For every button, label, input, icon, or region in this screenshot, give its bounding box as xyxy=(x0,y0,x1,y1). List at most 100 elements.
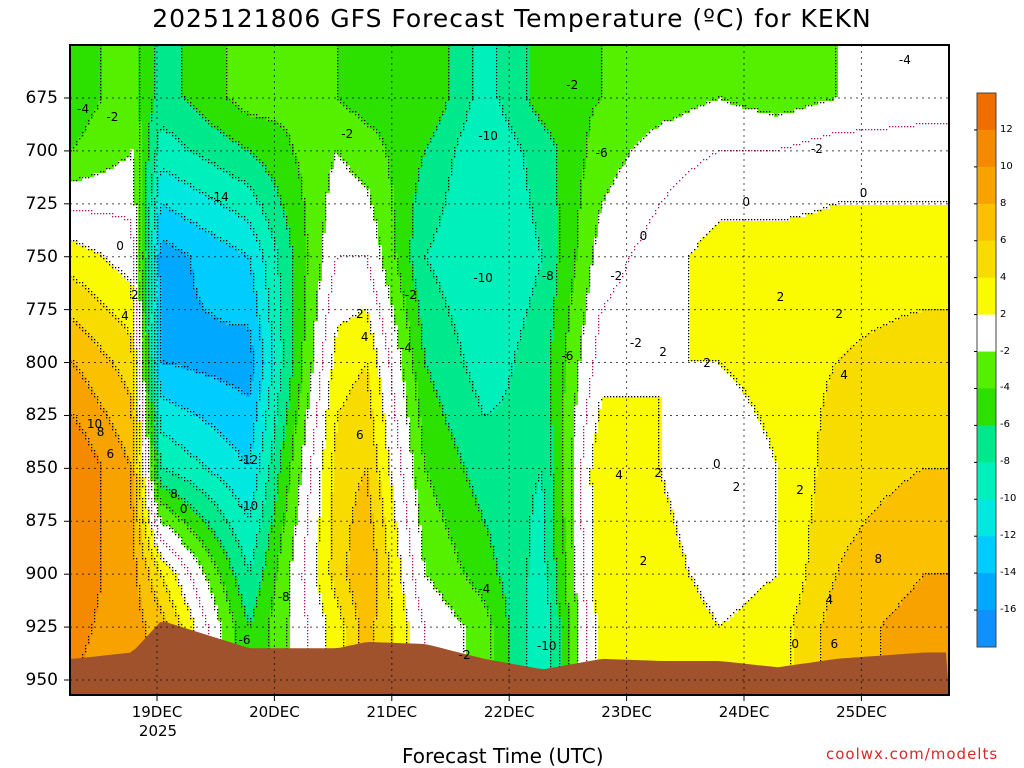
contour-label: 4 xyxy=(121,310,129,322)
colorbar-swatch xyxy=(977,241,996,278)
colorbar-swatch xyxy=(977,536,996,573)
contour-label: -2 xyxy=(405,289,417,301)
y-tick-label: 725 xyxy=(6,195,58,213)
chart-canvas xyxy=(0,0,1024,768)
colorbar-label: -2 xyxy=(1000,347,1010,357)
contour-label: 0 xyxy=(742,196,750,208)
colorbar-swatch xyxy=(977,352,996,389)
credit-link[interactable]: coolwx.com/modelts xyxy=(826,745,998,763)
colorbar-label: -16 xyxy=(1000,605,1016,615)
y-tick-label: 800 xyxy=(6,354,58,372)
contour-label: 2 xyxy=(835,308,843,320)
colorbar-label: 8 xyxy=(1000,199,1006,209)
contour-label: -10 xyxy=(473,272,493,284)
x-axis-title: Forecast Time (UTC) xyxy=(402,744,604,768)
x-axis-year: 2025 xyxy=(118,723,198,739)
contour-label: 2 xyxy=(356,308,364,320)
x-tick-label: 20DEC xyxy=(234,704,314,720)
contour-label: 6 xyxy=(830,638,838,650)
contour-label: 0 xyxy=(180,503,188,515)
contour-label: 2 xyxy=(796,484,804,496)
contour-label: 4 xyxy=(361,331,369,343)
colorbar-label: -12 xyxy=(1000,531,1016,541)
contour-label: -2 xyxy=(341,128,353,140)
colorbar-swatch xyxy=(977,573,996,610)
contour-label: -2 xyxy=(610,270,622,282)
contour-label: 8 xyxy=(170,488,178,500)
contour-label: 2 xyxy=(703,357,711,369)
colorbar-swatch xyxy=(977,388,996,425)
y-tick-label: 900 xyxy=(6,565,58,583)
colorbar-label: 12 xyxy=(1000,125,1013,135)
colorbar-label: -4 xyxy=(1000,383,1010,393)
colorbar-swatch xyxy=(977,315,996,352)
colorbar-label: 10 xyxy=(1000,162,1013,172)
contour-label: -8 xyxy=(278,591,290,603)
colorbar-label: 4 xyxy=(1000,273,1006,283)
colorbar-label: -10 xyxy=(1000,494,1016,504)
contour-label: 0 xyxy=(713,458,721,470)
contour-label: -6 xyxy=(596,147,608,159)
colorbar-label: 2 xyxy=(1000,310,1006,320)
y-tick-label: 925 xyxy=(6,618,58,636)
x-tick-label: 22DEC xyxy=(469,704,549,720)
x-tick-label: 25DEC xyxy=(821,704,901,720)
contour-label: -6 xyxy=(239,634,251,646)
colorbar-swatch xyxy=(977,610,996,647)
y-tick-label: 875 xyxy=(6,512,58,530)
contour-label: 8 xyxy=(874,553,882,565)
contour-label: 6 xyxy=(356,429,364,441)
y-tick-label: 850 xyxy=(6,459,58,477)
contour-label: -10 xyxy=(239,500,259,512)
contour-label: -4 xyxy=(478,583,490,595)
contour-label: 2 xyxy=(777,291,785,303)
y-tick-label: 750 xyxy=(6,248,58,266)
y-tick-label: 675 xyxy=(6,89,58,107)
contour-label: 6 xyxy=(106,448,114,460)
colorbar-swatch xyxy=(977,425,996,462)
contour-label: 4 xyxy=(826,594,834,606)
contour-label: -4 xyxy=(899,54,911,66)
colorbar-swatch xyxy=(977,278,996,315)
contour-label: -12 xyxy=(239,454,259,466)
contour-label: -2 xyxy=(811,143,823,155)
colorbar-swatch xyxy=(977,204,996,241)
contour-label: -10 xyxy=(478,130,498,142)
contour-label: -2 xyxy=(459,649,471,661)
x-tick-label: 24DEC xyxy=(704,704,784,720)
contour-label: 2 xyxy=(659,346,667,358)
colorbar-label: -6 xyxy=(1000,420,1010,430)
colorbar-swatch xyxy=(977,462,996,499)
y-tick-label: 775 xyxy=(6,301,58,319)
contour-label: 0 xyxy=(791,638,799,650)
contour-label: -10 xyxy=(537,640,557,652)
contour-label: 4 xyxy=(840,369,848,381)
contour-label: 0 xyxy=(860,187,868,199)
contour-label: -2 xyxy=(106,111,118,123)
y-tick-label: 700 xyxy=(6,142,58,160)
colorbar-swatch xyxy=(977,130,996,167)
colorbar-swatch xyxy=(977,93,996,130)
contour-label: 2 xyxy=(654,467,662,479)
contour-label: 8 xyxy=(97,426,105,438)
x-tick-label: 23DEC xyxy=(587,704,667,720)
contour-label: -8 xyxy=(542,270,554,282)
contour-label: -4 xyxy=(400,342,412,354)
colorbar-label: 6 xyxy=(1000,236,1006,246)
contour-label: -4 xyxy=(77,103,89,115)
contour-label: -6 xyxy=(561,350,573,362)
colorbar-swatch xyxy=(977,167,996,204)
colorbar-label: -14 xyxy=(1000,568,1016,578)
x-tick-label: 21DEC xyxy=(352,704,432,720)
colorbar-swatch xyxy=(977,499,996,536)
contour-label: 2 xyxy=(640,555,648,567)
contour-label: 0 xyxy=(640,230,648,242)
y-tick-label: 950 xyxy=(6,671,58,689)
contour-label: 0 xyxy=(116,240,124,252)
chart-title: 2025121806 GFS Forecast Temperature (ºC)… xyxy=(0,4,1024,33)
contour-label: 4 xyxy=(615,469,623,481)
x-tick-label: 19DEC xyxy=(117,704,197,720)
contour-label: 2 xyxy=(733,481,741,493)
contour-label: -2 xyxy=(630,337,642,349)
y-tick-label: 825 xyxy=(6,406,58,424)
